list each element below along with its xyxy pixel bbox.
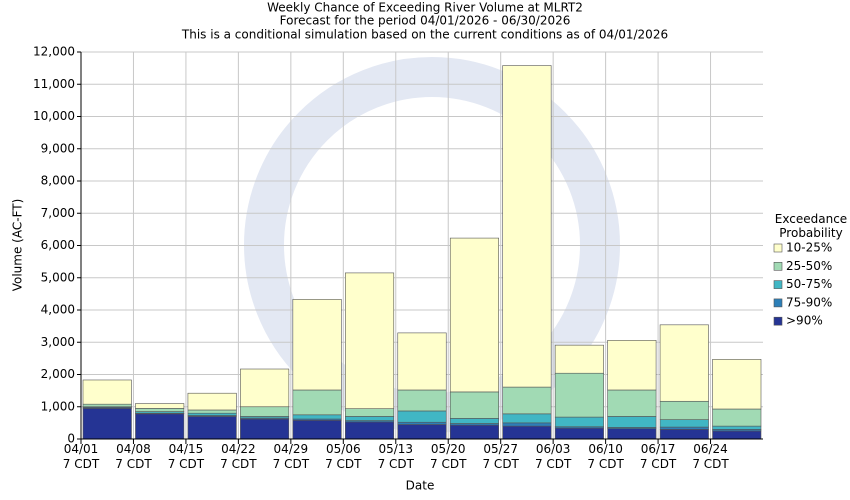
- bar-segment: [345, 421, 395, 440]
- legend-swatch: [773, 261, 783, 271]
- bar-segment: [712, 359, 762, 410]
- legend-swatch: [773, 243, 783, 253]
- y-tick-label: 7,000: [41, 206, 75, 220]
- bar-segment: [502, 422, 552, 427]
- x-tick-label: 05/06 7 CDT: [325, 442, 362, 471]
- legend-label: >90%: [786, 314, 823, 328]
- bar-segment: [240, 368, 290, 408]
- bar-segment: [712, 408, 762, 427]
- bar-segment: [345, 416, 395, 421]
- legend-label: 50-75%: [786, 277, 832, 291]
- x-tick-label: 04/22 7 CDT: [220, 442, 257, 471]
- bar-segment: [187, 416, 237, 440]
- bar-segment: [187, 392, 237, 411]
- y-tick-label: 0: [67, 432, 75, 446]
- bar-segment: [659, 324, 709, 402]
- bar-segment: [292, 299, 342, 391]
- x-tick-label: 04/29 7 CDT: [272, 442, 310, 471]
- bar-segment: [135, 413, 185, 440]
- bar-segment: [397, 424, 447, 440]
- bar-segment: [187, 412, 237, 416]
- bar-segment: [659, 429, 709, 440]
- chart-title: Weekly Chance of Exceeding River Volume …: [267, 1, 583, 15]
- bar-segment: [607, 416, 657, 428]
- bar-segment: [554, 416, 604, 428]
- y-tick-label: 6,000: [41, 238, 75, 252]
- bar-segment: [345, 408, 395, 417]
- bar-segment: [240, 418, 290, 440]
- y-tick-label: 8,000: [41, 174, 75, 188]
- bar-segment: [292, 414, 342, 420]
- bar-segment: [554, 372, 604, 418]
- bar-segment: [502, 65, 552, 388]
- x-tick-label: 04/15 7 CDT: [167, 442, 205, 471]
- y-tick-label: 3,000: [41, 335, 75, 349]
- y-axis-label: Volume (AC-FT): [11, 199, 25, 292]
- legend-label: 25-50%: [786, 259, 832, 273]
- bar-segment: [82, 379, 132, 405]
- bar-segment: [502, 386, 552, 415]
- bar-segment: [659, 426, 709, 430]
- bar-segment: [345, 272, 395, 409]
- bar-segment: [292, 389, 342, 416]
- legend-swatch: [773, 298, 783, 308]
- x-tick-label: 04/08 7 CDT: [115, 442, 152, 471]
- bar-segment: [607, 428, 657, 440]
- legend-swatch: [773, 280, 783, 289]
- chart-subtitle: Forecast for the period 04/01/2026 - 06/…: [280, 14, 571, 28]
- bar-segment: [397, 410, 447, 423]
- bar-segment: [240, 406, 290, 417]
- bar-segment: [502, 413, 552, 424]
- bar-segment: [135, 403, 185, 409]
- x-tick-label: 06/10 7 CDT: [587, 442, 624, 471]
- x-tick-label: 06/24 7 CDT: [692, 442, 729, 471]
- bar-segment: [712, 425, 762, 430]
- bar-segment: [449, 424, 499, 440]
- x-tick-label: 05/20 7 CDT: [430, 442, 467, 471]
- x-tick-label: 04/01 7 CDT: [62, 442, 100, 471]
- bar-segment: [449, 418, 499, 424]
- bar-segment: [187, 409, 237, 414]
- bar-segment: [554, 344, 604, 374]
- bar-segment: [397, 332, 447, 391]
- bar-segment: [554, 427, 604, 440]
- x-tick-label: 05/27 7 CDT: [482, 442, 519, 471]
- legend-title: Exceedance Probability: [774, 212, 848, 240]
- bar-segment: [135, 408, 185, 412]
- bar-segment: [712, 430, 762, 440]
- bar-segment: [292, 419, 342, 440]
- bar-segment: [659, 419, 709, 428]
- x-axis-label: Date: [406, 479, 435, 493]
- bar-segment: [82, 408, 132, 440]
- y-tick-label: 12,000: [33, 45, 75, 59]
- legend-label: 10-25%: [786, 241, 832, 255]
- bar-segment: [82, 403, 132, 408]
- bar-segment: [607, 389, 657, 417]
- y-tick-label: 10,000: [33, 109, 75, 123]
- bar-segment: [659, 400, 709, 420]
- y-tick-label: 2,000: [41, 367, 75, 381]
- legend-label: 75-90%: [786, 295, 832, 309]
- bar-segment: [397, 421, 447, 425]
- bar-segment: [607, 340, 657, 391]
- y-tick-label: 1,000: [41, 399, 75, 413]
- x-tick-label: 06/03 7 CDT: [534, 442, 572, 471]
- bar-segment: [449, 237, 499, 393]
- bar-segment: [449, 391, 499, 419]
- y-tick-label: 5,000: [41, 270, 75, 284]
- y-tick-label: 11,000: [33, 77, 75, 91]
- bar-segment: [502, 425, 552, 440]
- x-tick-label: 06/17 7 CDT: [639, 442, 677, 471]
- x-tick-label: 05/13 7 CDT: [377, 442, 414, 471]
- y-tick-label: 9,000: [41, 141, 75, 155]
- legend-swatch: [773, 316, 783, 326]
- chart-subtitle: This is a conditional simulation based o…: [181, 28, 668, 42]
- bar-segment: [397, 389, 447, 412]
- y-tick-label: 4,000: [41, 303, 75, 317]
